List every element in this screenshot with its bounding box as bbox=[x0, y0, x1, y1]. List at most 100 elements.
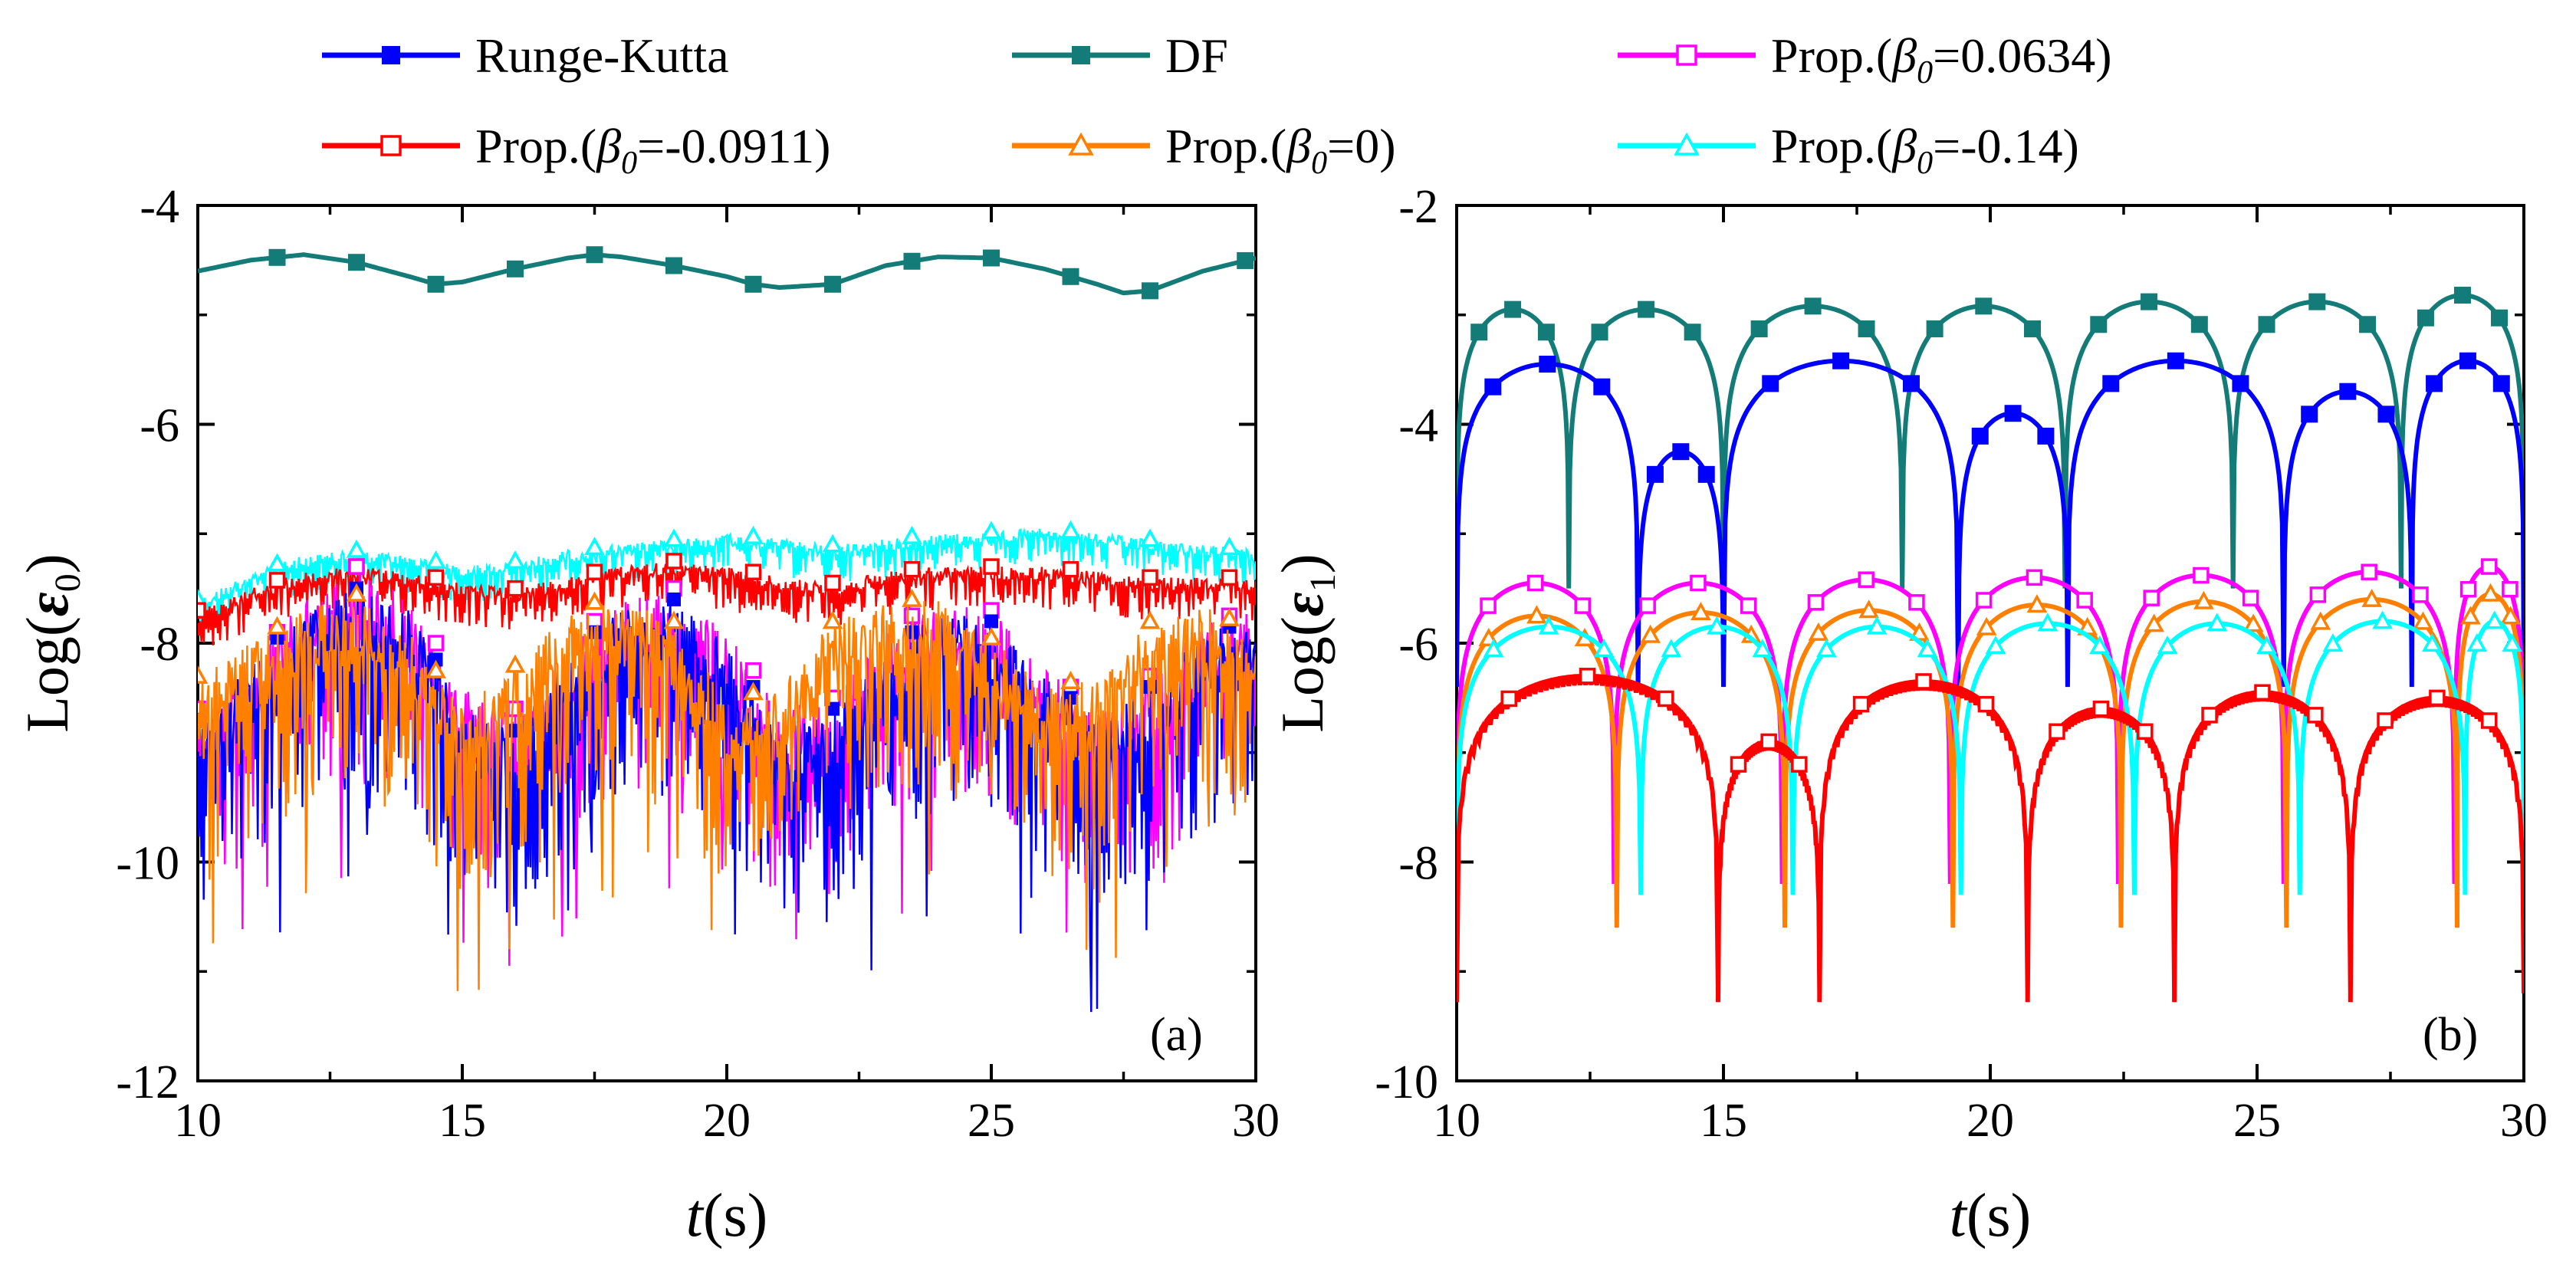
marker bbox=[1866, 616, 1888, 635]
marker bbox=[1908, 594, 1925, 611]
marker bbox=[1917, 639, 1938, 658]
x-axis-title-a: t(s) bbox=[686, 1182, 768, 1250]
marker bbox=[1977, 695, 1995, 713]
marker bbox=[903, 560, 921, 578]
x-tick-label: 20 bbox=[1967, 1095, 2014, 1147]
marker bbox=[2421, 633, 2443, 652]
marker bbox=[2481, 558, 2498, 575]
marker bbox=[1526, 605, 1547, 624]
marker bbox=[2232, 375, 2249, 392]
marker bbox=[981, 521, 1002, 540]
series-b bbox=[1457, 287, 2524, 1003]
marker bbox=[2308, 293, 2326, 310]
marker bbox=[2089, 636, 2111, 654]
marker bbox=[1500, 690, 1517, 708]
marker bbox=[380, 135, 402, 156]
marker bbox=[824, 574, 841, 592]
marker bbox=[198, 665, 209, 684]
marker bbox=[2500, 606, 2521, 625]
marker bbox=[1062, 560, 1079, 578]
marker bbox=[426, 659, 446, 678]
marker bbox=[1750, 320, 1768, 337]
y-tick-label: -8 bbox=[140, 619, 179, 671]
marker bbox=[1060, 520, 1081, 539]
series-line bbox=[198, 252, 1256, 296]
marker bbox=[427, 635, 445, 652]
marker bbox=[2417, 309, 2434, 327]
marker bbox=[584, 537, 605, 556]
marker bbox=[2481, 712, 2498, 729]
marker bbox=[1072, 46, 1090, 64]
marker bbox=[1691, 602, 1711, 621]
marker bbox=[2190, 316, 2208, 333]
marker bbox=[1740, 597, 1757, 614]
marker bbox=[1221, 569, 1238, 586]
marker bbox=[2023, 320, 2041, 337]
marker bbox=[902, 588, 922, 607]
marker bbox=[2359, 316, 2377, 333]
marker bbox=[2480, 583, 2501, 602]
marker bbox=[2361, 588, 2382, 607]
series-line bbox=[198, 562, 1256, 645]
marker bbox=[2377, 406, 2395, 423]
legend: Runge-Kutta DF Prop.(β0=0.0634) Prop.(β0=-0… bbox=[322, 28, 2112, 181]
marker bbox=[2102, 375, 2120, 392]
marker bbox=[1832, 352, 1850, 369]
marker bbox=[1852, 695, 1870, 713]
marker bbox=[2090, 316, 2108, 333]
panel-label-a: (a) bbox=[1150, 1009, 1203, 1061]
marker bbox=[1593, 639, 1615, 658]
marker bbox=[1142, 282, 1158, 300]
marker bbox=[1858, 571, 1875, 588]
x-tick-label: 10 bbox=[174, 1095, 222, 1147]
legend-item: Prop.(β0=-0.14) bbox=[1618, 119, 2079, 181]
series-line bbox=[198, 601, 1256, 991]
marker bbox=[429, 652, 443, 667]
ticks-a: 10 15 20 25 30 -12 -10 -8 -6 -4 bbox=[116, 181, 1280, 1147]
marker bbox=[1752, 639, 1773, 658]
marker bbox=[2466, 633, 2488, 652]
marker bbox=[198, 602, 206, 619]
marker bbox=[744, 275, 762, 293]
y-tick-label: -12 bbox=[116, 1056, 179, 1108]
x-tick-label: 15 bbox=[439, 1095, 486, 1147]
legend-label: Prop.(β0=-0.0911) bbox=[475, 119, 830, 181]
marker bbox=[2413, 611, 2433, 630]
series-a bbox=[198, 246, 1256, 1013]
marker bbox=[507, 260, 524, 278]
marker bbox=[1219, 607, 1240, 626]
marker bbox=[1483, 639, 1504, 658]
marker bbox=[2307, 707, 2324, 724]
marker bbox=[665, 553, 682, 570]
marker bbox=[2372, 610, 2393, 629]
marker bbox=[2256, 636, 2277, 654]
legend-label: DF bbox=[1165, 28, 1228, 83]
marker bbox=[1539, 355, 1556, 373]
marker bbox=[983, 249, 1000, 267]
marker bbox=[1139, 610, 1161, 629]
marker bbox=[902, 525, 922, 544]
marker bbox=[1658, 690, 1674, 708]
y-tick-label: -6 bbox=[1398, 619, 1438, 671]
marker bbox=[1537, 323, 1555, 341]
marker bbox=[586, 246, 603, 264]
marker bbox=[267, 616, 288, 635]
y-tick-label: -8 bbox=[1398, 838, 1438, 890]
marker bbox=[2492, 375, 2510, 392]
marker bbox=[663, 610, 685, 629]
marker bbox=[667, 592, 681, 606]
marker bbox=[2361, 563, 2377, 580]
legend-label: Prop.(β0=0.0634) bbox=[1771, 28, 2112, 90]
series-prop-0-0- bbox=[1457, 583, 2524, 928]
marker bbox=[1139, 528, 1161, 547]
marker bbox=[346, 583, 367, 602]
svg-text:Log(ε1): Log(ε1) bbox=[1269, 553, 1343, 733]
marker bbox=[1574, 597, 1592, 614]
marker bbox=[1858, 320, 1875, 337]
marker bbox=[1672, 443, 1690, 461]
marker bbox=[1646, 465, 1664, 483]
series-df bbox=[198, 246, 1256, 300]
marker bbox=[1538, 616, 1559, 635]
x-tick-label: 20 bbox=[703, 1095, 751, 1147]
marker bbox=[2092, 700, 2110, 718]
